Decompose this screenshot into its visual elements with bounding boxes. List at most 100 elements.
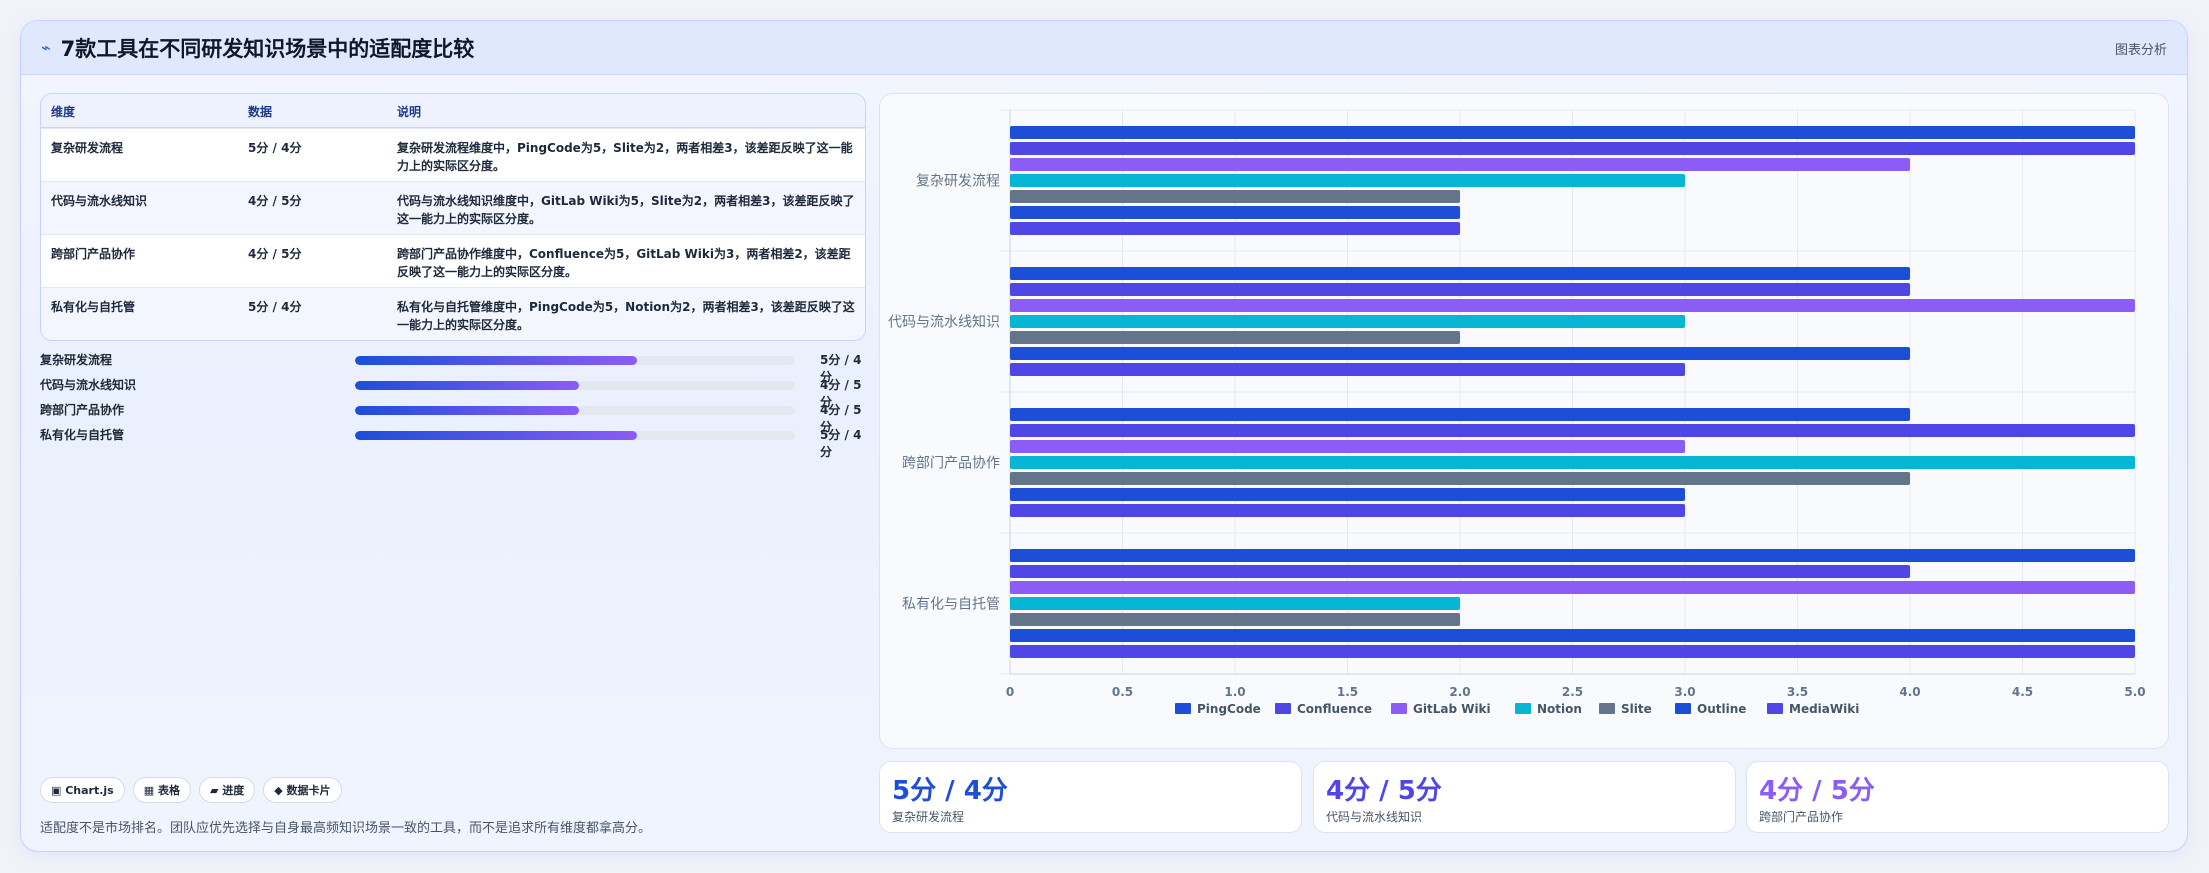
- x-tick-label: 4.5: [2012, 685, 2033, 699]
- table-row: 复杂研发流程 5分 / 4分 复杂研发流程维度中，PingCode为5，Slit…: [41, 128, 865, 181]
- bar: [1010, 347, 1910, 360]
- bar: [1010, 456, 2135, 469]
- progress-label: 复杂研发流程: [40, 353, 113, 367]
- progress-track: [355, 406, 795, 415]
- legend-label: GitLab Wiki: [1413, 702, 1491, 716]
- tag-progress[interactable]: ▰ 进度: [198, 777, 256, 803]
- table-row: 私有化与自托管 5分 / 4分 私有化与自托管维度中，PingCode为5，No…: [41, 287, 865, 340]
- progress-fill: [355, 431, 637, 440]
- chart-card: 0 0.5 1.0 1.5 2.0 2.5 3.0 3.5 4.0 4.5 5.0 复杂研发流程 代码与…: [879, 93, 2169, 749]
- x-tick-label: 0: [1006, 685, 1014, 699]
- progress-fill: [355, 406, 580, 415]
- legend-swatch: [1391, 703, 1407, 714]
- progress-label: 私有化与自托管: [40, 428, 125, 442]
- bar: [1010, 299, 2135, 312]
- bar: [1010, 488, 1685, 501]
- bar: [1010, 581, 2135, 594]
- legend-swatch: [1275, 703, 1291, 714]
- progress-track: [355, 356, 795, 365]
- x-tick-label: 3.5: [1787, 685, 1808, 699]
- table-cell-data: 4分 / 5分: [248, 194, 302, 208]
- table-cell-data: 5分 / 4分: [248, 300, 302, 314]
- legend-label: Outline: [1697, 702, 1746, 716]
- stat-label: 复杂研发流程: [892, 810, 965, 824]
- table-cell-description: 私有化与自托管维度中，PingCode为5，Notion为2，两者相差3，该差距…: [397, 300, 855, 332]
- y-category-label: 私有化与自托管: [902, 597, 1000, 613]
- chart-analysis-label: 图表分析: [2114, 43, 2167, 58]
- progress-row: 代码与流水线知识 4分 / 5分: [40, 374, 866, 409]
- progress-fill: [355, 381, 580, 390]
- stat-card: 4分 / 5分 跨部门产品协作: [1746, 761, 2169, 833]
- stat-value: 4分 / 5分: [1759, 776, 1875, 806]
- table-cell-description: 跨部门产品协作维度中，Confluence为5，GitLab Wiki为3，两者…: [397, 247, 851, 279]
- bar: [1010, 504, 1685, 517]
- bar: [1010, 190, 1460, 203]
- tech-tags: ▣ Chart.js ▦ 表格 ▰ 进度 ◆ 数据卡片: [40, 777, 342, 803]
- progress-value: 5分 / 4分: [820, 428, 862, 459]
- bar: [1010, 315, 1685, 328]
- bar: [1010, 424, 2135, 437]
- y-category-label: 跨部门产品协作: [902, 456, 1000, 472]
- x-tick-label: 5.0: [2124, 685, 2145, 699]
- legend-label: MediaWiki: [1789, 702, 1859, 716]
- table-cell-description: 代码与流水线知识维度中，GitLab Wiki为5，Slite为2，两者相差3，…: [397, 194, 855, 226]
- bar: [1010, 174, 1685, 187]
- bar: [1010, 158, 1910, 171]
- table-cell-description: 复杂研发流程维度中，PingCode为5，Slite为2，两者相差3，该差距反映…: [397, 141, 853, 173]
- x-tick-label: 1.5: [1337, 685, 1358, 699]
- legend-label: Slite: [1621, 702, 1652, 716]
- x-tick-label: 0.5: [1112, 685, 1133, 699]
- table-cell-dimension: 复杂研发流程: [51, 141, 124, 155]
- tag-table[interactable]: ▦ 表格: [132, 777, 191, 803]
- progress-row: 跨部门产品协作 4分 / 5分: [40, 399, 866, 434]
- progress-track: [355, 381, 795, 390]
- bar-chart: 0 0.5 1.0 1.5 2.0 2.5 3.0 3.5 4.0 4.5 5.0 复杂研发流程代码与…: [888, 109, 2146, 716]
- progress-value: 4分 / 5分: [820, 403, 862, 434]
- table-cell-data: 5分 / 4分: [248, 141, 302, 155]
- tag-data-card[interactable]: ◆ 数据卡片: [263, 777, 342, 803]
- table-header-row: 维度 数据 说明: [41, 94, 865, 128]
- stat-value: 4分 / 5分: [1326, 776, 1442, 806]
- progress-row: 复杂研发流程 5分 / 4分: [40, 349, 866, 384]
- legend-swatch: [1515, 703, 1531, 714]
- table-cell-dimension: 跨部门产品协作: [51, 247, 136, 261]
- tag-chartjs[interactable]: ▣ Chart.js: [40, 777, 125, 803]
- bar: [1010, 565, 1910, 578]
- bar: [1010, 613, 1460, 626]
- progress-fill: [355, 356, 637, 365]
- legend-label: Confluence: [1297, 702, 1372, 716]
- stat-label: 跨部门产品协作: [1759, 810, 1844, 824]
- progress-track: [355, 431, 795, 440]
- table-cell-dimension: 代码与流水线知识: [51, 194, 148, 208]
- legend-swatch: [1599, 703, 1615, 714]
- progress-row: 私有化与自托管 5分 / 4分: [40, 424, 866, 459]
- bar: [1010, 331, 1460, 344]
- bar: [1010, 142, 2135, 155]
- comparison-table: 维度 数据 说明 复杂研发流程 5分 / 4分 复杂研发流程维度中，PingCo…: [40, 93, 866, 341]
- x-tick-label: 2.5: [1562, 685, 1583, 699]
- table-row: 跨部门产品协作 4分 / 5分 跨部门产品协作维度中，Confluence为5，…: [41, 234, 865, 287]
- y-category-label: 复杂研发流程: [916, 173, 1000, 190]
- legend-label: Notion: [1537, 702, 1582, 716]
- table-header-data: 数据: [248, 105, 273, 119]
- bar: [1010, 267, 1910, 280]
- bar: [1010, 645, 2135, 658]
- table-row: 代码与流水线知识 4分 / 5分 代码与流水线知识维度中，GitLab Wiki…: [41, 181, 865, 234]
- bar: [1010, 549, 2135, 562]
- legend-swatch: [1675, 703, 1691, 714]
- stat-card: 5分 / 4分 复杂研发流程: [879, 761, 1302, 833]
- bar: [1010, 597, 1460, 610]
- chart-line-icon: ⌁: [41, 38, 51, 57]
- stat-card: 4分 / 5分 代码与流水线知识: [1313, 761, 1736, 833]
- table-cell-dimension: 私有化与自托管: [51, 300, 136, 314]
- bar: [1010, 206, 1460, 219]
- panel-header: ⌁ 7款工具在不同研发知识场景中的适配度比较 图表分析: [21, 21, 2187, 75]
- stat-label: 代码与流水线知识: [1326, 810, 1423, 824]
- legend-swatch: [1175, 703, 1191, 714]
- bar: [1010, 440, 1685, 453]
- progress-value: 4分 / 5分: [820, 378, 862, 409]
- legend-swatch: [1767, 703, 1783, 714]
- table-header-description: 说明: [397, 105, 422, 119]
- stat-value: 5分 / 4分: [892, 776, 1008, 806]
- table-cell-data: 4分 / 5分: [248, 247, 302, 261]
